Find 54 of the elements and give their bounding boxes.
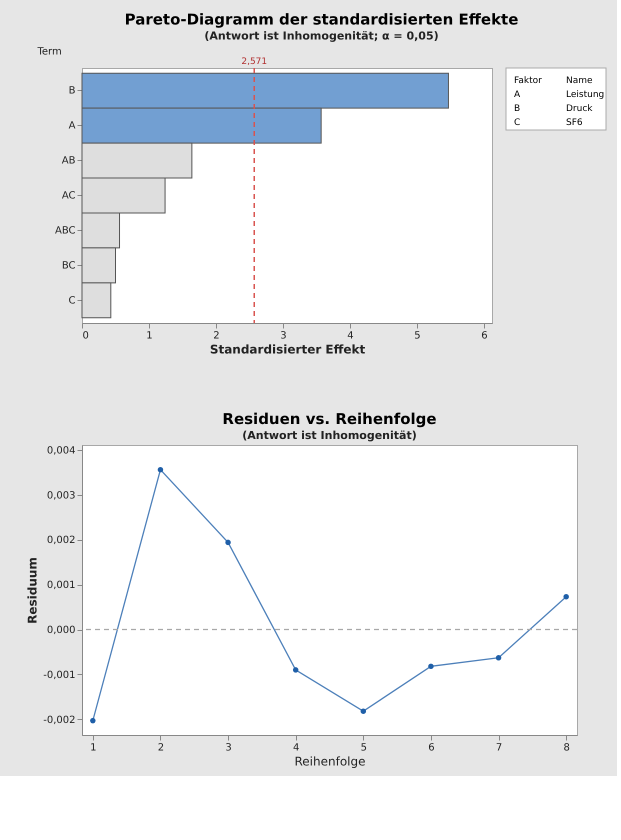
text: B (514, 104, 520, 114)
text: Name (566, 76, 594, 86)
x-tick-label: 6 (481, 330, 488, 342)
text: A (514, 90, 521, 100)
point (496, 655, 502, 661)
y-tick-label: 0,004 (46, 445, 76, 456)
y-tick-label: A (68, 120, 76, 132)
x-tick-label: 4 (347, 330, 354, 342)
x-tick-label: 2 (158, 742, 164, 754)
y-tick-label: 0,003 (46, 490, 76, 502)
y-tick-label: 0,002 (46, 535, 76, 546)
x-tick-label: 2 (213, 330, 220, 342)
x-tick-label: 5 (360, 742, 367, 754)
point (360, 708, 366, 714)
x-tick-label: 7 (496, 742, 502, 754)
point (90, 718, 96, 724)
x-axis-title: Standardisierter Effekt (210, 342, 366, 356)
ref-line-label: 2,571 (241, 57, 268, 67)
point (563, 594, 569, 600)
x-tick-label: 3 (225, 742, 232, 754)
chart-title: Pareto-Diagramm der standardisierten Effekte (124, 10, 518, 28)
chart-title: Residuen vs. Reihenfolge (222, 410, 437, 428)
text: Druck (566, 104, 594, 114)
text: SF6 (566, 118, 583, 128)
point (428, 664, 434, 670)
point (158, 466, 164, 472)
x-tick-label: 5 (414, 330, 421, 342)
x-axis-title: Reihenfolge (294, 754, 366, 768)
x-tick-label: 1 (90, 742, 97, 754)
text: C (514, 118, 520, 128)
y-tick-label: 0,001 (46, 580, 76, 592)
y-tick-label: AB (62, 156, 76, 167)
x-tick-label: 8 (563, 742, 570, 754)
point (225, 540, 231, 546)
y-axis-title: Term (36, 46, 62, 58)
x-tick-label: 4 (293, 742, 300, 754)
x-tick-label: 1 (146, 330, 153, 342)
x-tick-label: 6 (428, 742, 435, 754)
y-tick-label: 0,000 (46, 625, 76, 636)
text: Faktor (514, 76, 542, 86)
y-tick-label: ABC (54, 225, 76, 236)
text: Leistung (566, 90, 604, 100)
y-tick-label: B (68, 86, 76, 97)
y-tick-label: -0,002 (43, 714, 76, 726)
chart-subtitle: (Antwort ist Inhomogenität) (242, 428, 417, 442)
x-tick-label: 3 (280, 330, 287, 342)
y-axis-title: Residuum (25, 557, 40, 624)
y-tick-label: BC (62, 260, 76, 272)
chart-subtitle: (Antwort ist Inhomogenität; α = 0,05) (204, 30, 439, 42)
x-tick-label: 0 (82, 330, 89, 342)
point (292, 667, 298, 673)
y-tick-label: -0,001 (43, 670, 76, 681)
y-tick-label: AC (62, 190, 76, 202)
y-tick-label: C (68, 295, 76, 306)
